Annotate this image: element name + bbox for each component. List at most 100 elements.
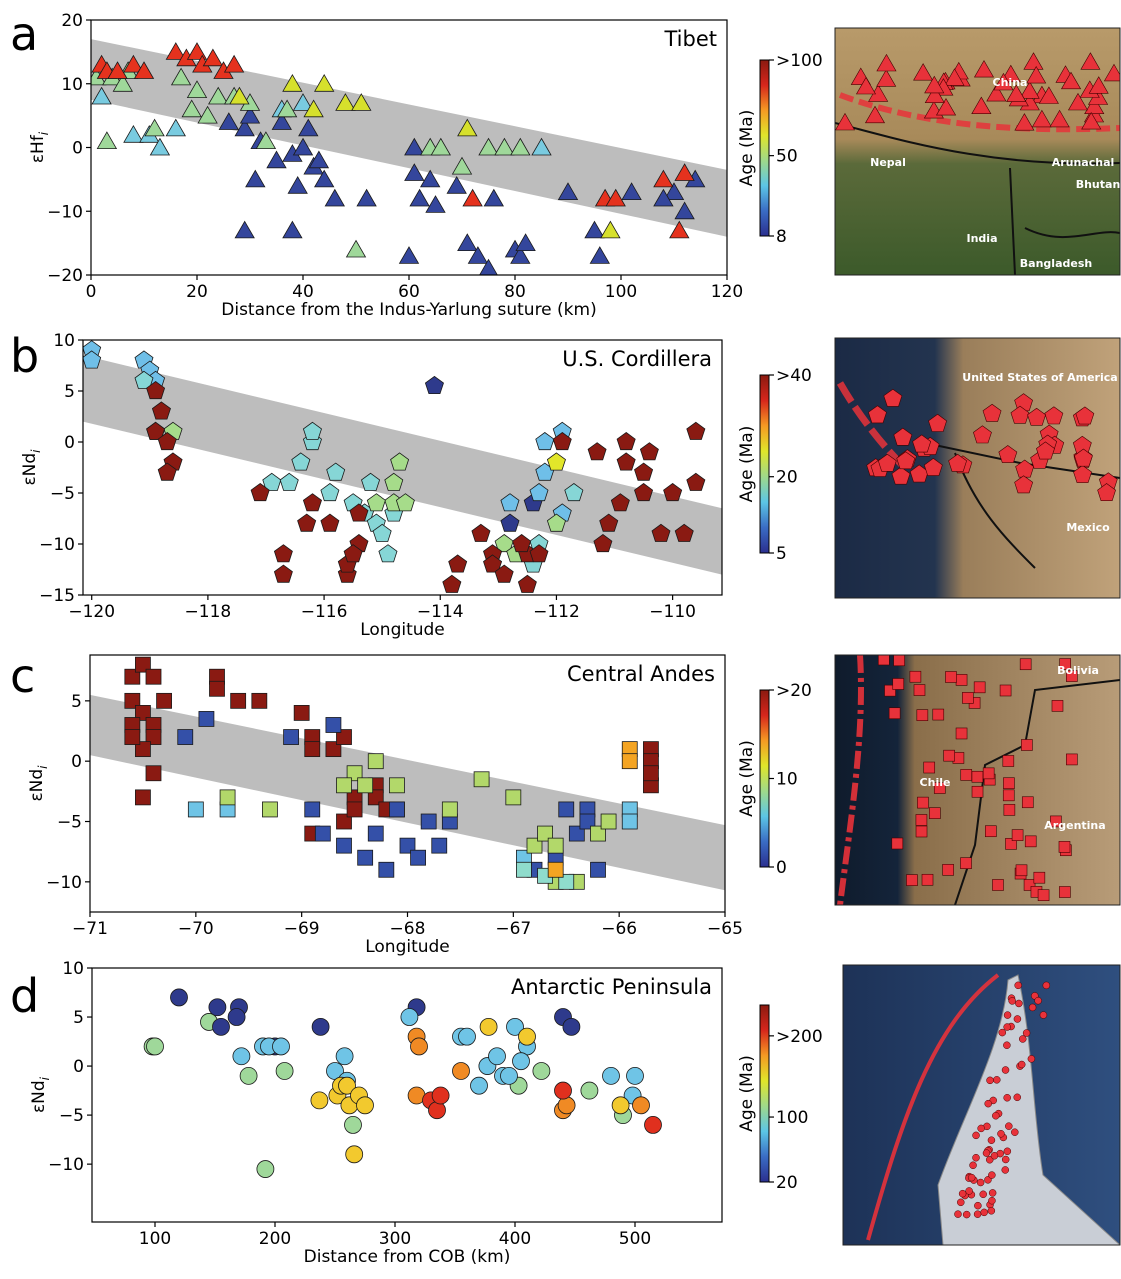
data-point xyxy=(591,862,606,877)
data-point xyxy=(199,711,214,726)
plot-area xyxy=(144,989,661,1178)
data-point xyxy=(357,190,376,207)
colorbar-label: Age (Ma) xyxy=(737,426,757,503)
y-tick-label: 0 xyxy=(72,139,83,159)
map-marker xyxy=(992,1112,999,1119)
data-point xyxy=(645,1116,662,1133)
map-marker xyxy=(970,1162,977,1169)
data-point xyxy=(513,535,531,552)
map-marker xyxy=(1009,997,1016,1004)
panel-letter: d xyxy=(10,969,39,1023)
map-marker xyxy=(959,1190,966,1197)
map-marker xyxy=(889,708,900,719)
x-axis-label: Distance from COB (km) xyxy=(304,1247,511,1267)
map-marker xyxy=(1004,1148,1011,1155)
map-marker xyxy=(1015,982,1022,989)
map-marker xyxy=(968,1174,975,1181)
data-point xyxy=(548,838,563,853)
y-tick-label: −5 xyxy=(59,1106,84,1126)
data-point xyxy=(603,1067,620,1084)
x-tick-label: 20 xyxy=(186,282,208,302)
map-marker xyxy=(956,674,967,685)
panel-letter: a xyxy=(10,7,38,61)
data-point xyxy=(590,247,609,264)
data-point xyxy=(203,49,222,66)
y-axis-label-main: εNd xyxy=(20,453,40,486)
x-tick-label: −71 xyxy=(72,919,108,939)
data-point xyxy=(588,443,606,460)
x-tick-label: −69 xyxy=(284,919,320,939)
map-marker xyxy=(1019,1035,1026,1042)
colorbar-label: Age (Ma) xyxy=(737,1055,757,1132)
data-point xyxy=(612,1097,629,1114)
colorbar-tick-label: 50 xyxy=(776,147,798,167)
map-marker xyxy=(954,1211,961,1218)
map-label: China xyxy=(993,76,1028,89)
map-marker xyxy=(956,728,967,739)
data-point xyxy=(501,1067,518,1084)
colorbar xyxy=(760,375,769,553)
data-point xyxy=(687,422,705,439)
data-point xyxy=(246,170,265,187)
page: {"chart_data": [ {"type": "scatter", "ma… xyxy=(0,0,1121,1279)
data-point xyxy=(276,1062,293,1079)
data-point xyxy=(146,766,161,781)
map-marker xyxy=(1038,890,1049,901)
map-marker xyxy=(910,671,921,682)
y-tick-label: 0 xyxy=(73,1057,84,1077)
map-marker xyxy=(916,814,927,825)
map-marker xyxy=(983,768,994,779)
x-tick-label: 100 xyxy=(139,1229,171,1249)
data-point xyxy=(294,705,309,720)
y-tick-label: −15 xyxy=(39,586,75,606)
map-marker xyxy=(916,826,927,837)
data-point xyxy=(274,545,292,562)
data-point xyxy=(429,1102,446,1119)
data-point xyxy=(471,1077,488,1094)
data-point xyxy=(635,484,653,501)
data-point xyxy=(171,989,188,1006)
map-marker xyxy=(1029,1004,1036,1011)
y-axis-label-main: εHf xyxy=(28,134,48,163)
colorbar-tick-label: 100 xyxy=(776,1108,808,1128)
map-marker xyxy=(1034,872,1045,883)
data-point xyxy=(305,742,320,757)
data-point xyxy=(231,693,246,708)
plot-area xyxy=(87,39,727,276)
panel-title: U.S. Cordillera xyxy=(562,347,712,371)
data-point xyxy=(519,1028,536,1045)
y-axis-label-main: εNd xyxy=(29,1080,49,1113)
map-marker xyxy=(993,1076,1000,1083)
panel-title: Central Andes xyxy=(567,662,715,686)
map-marker xyxy=(1005,1123,1012,1130)
data-point xyxy=(337,778,352,793)
data-point xyxy=(146,669,161,684)
data-point xyxy=(135,790,150,805)
plot-area xyxy=(83,341,722,593)
y-tick-label: −10 xyxy=(46,873,82,893)
panel-title: Antarctic Peninsula xyxy=(511,975,712,999)
map-marker xyxy=(974,682,985,693)
y-tick-label: 5 xyxy=(73,1008,84,1028)
map-marker xyxy=(1014,1094,1021,1101)
y-tick-label: −5 xyxy=(50,484,75,504)
data-point xyxy=(325,190,344,207)
map-marker xyxy=(1028,1055,1035,1062)
y-tick-label: 0 xyxy=(71,752,82,772)
data-point xyxy=(425,376,443,393)
x-tick-label: 40 xyxy=(292,282,314,302)
map-label: India xyxy=(967,232,998,245)
map-marker xyxy=(892,838,903,849)
data-point xyxy=(357,1097,374,1114)
data-point xyxy=(400,247,419,264)
data-point xyxy=(267,151,286,168)
data-point xyxy=(463,190,482,207)
y-tick-label: −10 xyxy=(39,535,75,555)
map-marker xyxy=(1012,830,1023,841)
map-label: Argentina xyxy=(1044,819,1105,832)
data-point xyxy=(664,484,682,501)
map-marker xyxy=(1003,790,1014,801)
x-tick-label: 80 xyxy=(504,282,526,302)
y-axis-label-subscript: i xyxy=(36,765,50,769)
x-tick-label: 200 xyxy=(259,1229,291,1249)
